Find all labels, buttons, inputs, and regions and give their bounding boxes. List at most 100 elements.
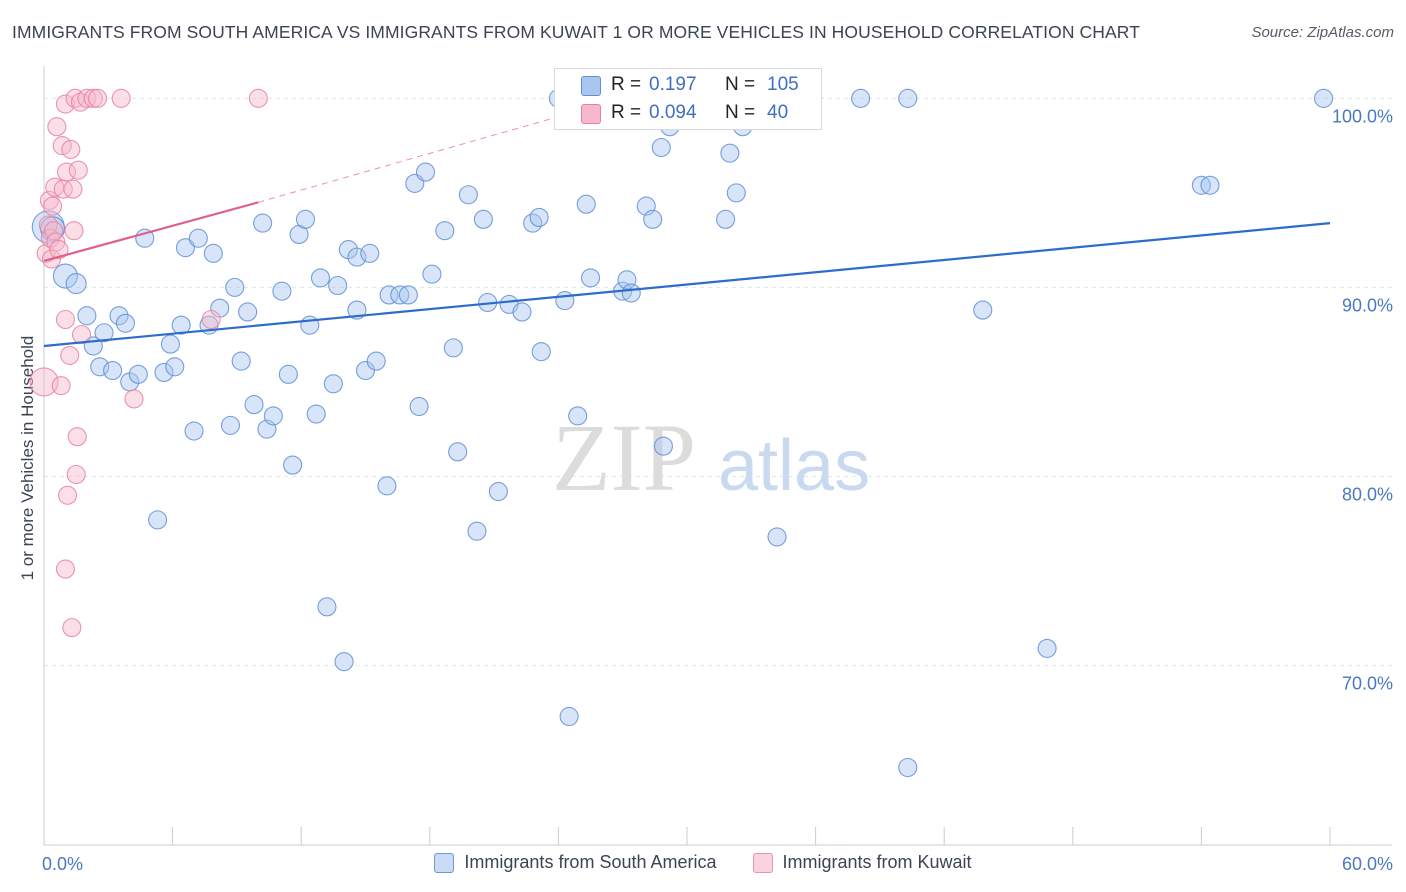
point-kw-0 bbox=[29, 367, 59, 397]
point-sa-68 bbox=[512, 302, 532, 322]
point-sa-89 bbox=[726, 183, 746, 203]
point-kw-22 bbox=[63, 179, 83, 199]
point-sa-60 bbox=[443, 338, 463, 358]
point-kw-23 bbox=[64, 221, 84, 241]
point-kw-11 bbox=[49, 240, 69, 260]
point-sa-40 bbox=[310, 268, 331, 288]
y-tick-label-1: 90.0% bbox=[1342, 295, 1393, 315]
point-sa-63 bbox=[467, 521, 487, 541]
point-kw-37 bbox=[248, 88, 268, 108]
point-sa-96 bbox=[898, 88, 918, 108]
point-sa-29 bbox=[244, 395, 264, 415]
n-label: N = bbox=[725, 102, 756, 123]
point-sa-77 bbox=[580, 268, 601, 288]
point-sa-12 bbox=[128, 364, 148, 384]
point-sa-64 bbox=[473, 209, 493, 229]
point-kw-31 bbox=[83, 88, 103, 108]
point-sa-3 bbox=[65, 273, 87, 295]
y-tick-label-2: 80.0% bbox=[1342, 484, 1393, 504]
x-tick-label-0: 0.0% bbox=[42, 854, 83, 874]
legend-swatch-south-america bbox=[434, 852, 455, 873]
point-kw-15 bbox=[55, 94, 75, 114]
point-sa-33 bbox=[272, 281, 292, 301]
point-sa-73 bbox=[555, 291, 575, 311]
point-kw-12 bbox=[51, 376, 71, 396]
point-sa-8 bbox=[103, 360, 123, 381]
point-sa-25 bbox=[220, 415, 241, 435]
series-kuwait-points bbox=[29, 88, 268, 638]
point-sa-9 bbox=[109, 306, 129, 326]
point-sa-34 bbox=[278, 364, 298, 384]
source-credit: Source: ZipAtlas.com bbox=[1251, 24, 1394, 41]
point-sa-71 bbox=[531, 342, 551, 362]
point-sa-59 bbox=[435, 221, 455, 241]
trend-lines bbox=[43, 97, 1331, 348]
watermark-atlas: atlas bbox=[718, 426, 870, 506]
point-sa-74 bbox=[559, 706, 579, 727]
point-sa-48 bbox=[355, 360, 376, 381]
point-sa-6 bbox=[90, 357, 110, 377]
point-kw-21 bbox=[62, 618, 82, 638]
point-kw-17 bbox=[56, 162, 77, 182]
watermark: ZIP atlas bbox=[552, 404, 870, 511]
legend-swatch-kuwait bbox=[752, 852, 773, 873]
point-kw-19 bbox=[60, 345, 80, 365]
point-kw-16 bbox=[55, 309, 75, 330]
point-kw-6 bbox=[43, 196, 63, 216]
south-america-swatch bbox=[581, 76, 601, 96]
legend-label-south-america: Immigrants from South America bbox=[464, 852, 717, 872]
point-sa-4 bbox=[77, 306, 97, 326]
point-sa-66 bbox=[488, 481, 508, 502]
point-sa-2 bbox=[52, 263, 78, 289]
point-sa-99 bbox=[1037, 638, 1057, 658]
point-sa-28 bbox=[238, 302, 258, 322]
point-kw-10 bbox=[47, 117, 67, 137]
point-sa-54 bbox=[398, 285, 418, 305]
legend-item-south-america[interactable]: Immigrants from South America bbox=[434, 852, 717, 873]
point-sa-52 bbox=[379, 285, 399, 305]
point-sa-102 bbox=[1314, 88, 1334, 108]
point-sa-49 bbox=[360, 243, 380, 263]
point-sa-26 bbox=[225, 277, 245, 297]
n-value: 40 bbox=[767, 102, 789, 123]
point-sa-87 bbox=[716, 209, 736, 229]
point-sa-95 bbox=[851, 88, 871, 108]
axes bbox=[43, 66, 1392, 846]
point-sa-101 bbox=[1200, 175, 1220, 195]
y-tick-labels: 100.0% 90.0% 80.0% 70.0% bbox=[1332, 106, 1393, 693]
point-sa-42 bbox=[323, 374, 343, 394]
point-kw-35 bbox=[124, 389, 144, 409]
watermark-zip: ZIP bbox=[552, 404, 696, 511]
point-sa-16 bbox=[160, 334, 181, 354]
point-sa-51 bbox=[377, 476, 397, 496]
trend-line-kuwait-extension bbox=[258, 97, 623, 203]
point-kw-34 bbox=[111, 88, 131, 108]
point-kw-36 bbox=[201, 309, 221, 330]
point-sa-35 bbox=[283, 455, 303, 475]
point-sa-23 bbox=[203, 243, 223, 263]
y-tick-label-3: 70.0% bbox=[1342, 673, 1393, 693]
point-sa-30 bbox=[253, 213, 273, 233]
point-kw-29 bbox=[71, 325, 92, 345]
point-sa-14 bbox=[148, 510, 168, 530]
stats-row-kuwait: R = 0.094 N = 40 bbox=[555, 99, 823, 129]
x-tick-label-1: 60.0% bbox=[1342, 854, 1393, 874]
point-sa-10 bbox=[115, 313, 135, 333]
point-kw-32 bbox=[88, 88, 108, 108]
point-kw-33 bbox=[55, 559, 75, 579]
point-sa-32 bbox=[263, 406, 283, 426]
stats-box: R = 0.197 N = 105 R = 0.094 N = 40 bbox=[554, 68, 822, 130]
point-sa-91 bbox=[767, 527, 787, 547]
y-tick-label-0: 100.0% bbox=[1332, 106, 1393, 126]
point-sa-44 bbox=[334, 652, 354, 672]
point-kw-30 bbox=[77, 88, 97, 108]
legend-item-kuwait[interactable]: Immigrants from Kuwait bbox=[752, 852, 972, 873]
point-sa-27 bbox=[231, 351, 251, 371]
point-sa-62 bbox=[458, 185, 478, 205]
point-sa-50 bbox=[366, 351, 386, 371]
point-sa-58 bbox=[422, 264, 442, 284]
point-sa-37 bbox=[295, 209, 316, 229]
point-kw-27 bbox=[68, 160, 88, 180]
r-label: R = bbox=[611, 102, 642, 123]
point-sa-82 bbox=[643, 209, 663, 229]
